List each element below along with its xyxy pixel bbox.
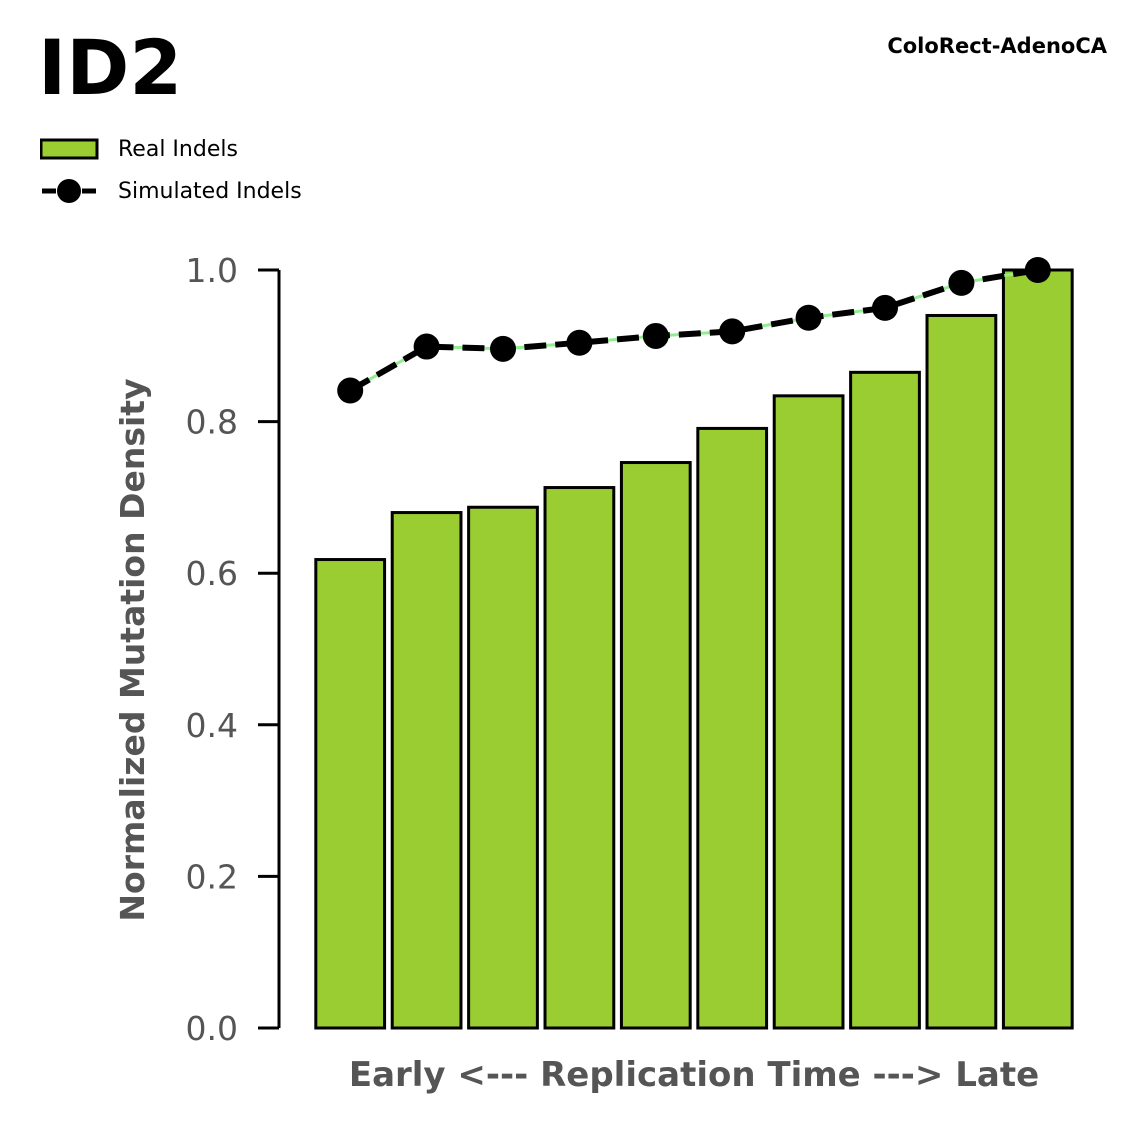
bar-real-indels <box>696 426 769 1030</box>
legend: Real Indels Simulated Indels <box>40 128 302 212</box>
bar-real-indels <box>849 370 921 1030</box>
y-axis-label: Normalized Mutation Density <box>113 378 152 921</box>
bar-real-indels <box>543 486 616 1030</box>
legend-label-simulated: Simulated Indels <box>118 178 302 204</box>
y-tick-label: 1.0 <box>186 251 238 290</box>
simulated-line-group <box>337 257 1051 404</box>
bar-group <box>314 268 1074 1030</box>
simulated-point <box>1024 257 1051 283</box>
legend-line-marker-icon <box>40 176 118 206</box>
y-tick-label: 0.2 <box>186 857 238 896</box>
bar-real-indels <box>1001 268 1074 1030</box>
y-tick-label: 0.0 <box>186 1009 238 1048</box>
simulated-point <box>490 335 516 362</box>
y-tick-label: 0.4 <box>186 706 238 745</box>
y-tick-label: 0.6 <box>186 554 238 593</box>
bar-real-indels <box>925 313 998 1030</box>
simulated-point <box>948 269 975 296</box>
x-axis-label: Early <--- Replication Time ---> Late <box>349 1055 1039 1095</box>
simulated-dashed-line <box>348 267 1039 394</box>
bar-real-indels <box>314 558 387 1030</box>
simulated-point <box>337 377 364 404</box>
simulated-point <box>566 329 593 356</box>
bar-real-indels <box>467 505 539 1030</box>
legend-item-real: Real Indels <box>40 128 302 170</box>
simulated-point <box>719 318 746 345</box>
legend-bar-swatch-icon <box>40 137 118 161</box>
bar-real-indels <box>772 394 845 1030</box>
simulated-point <box>642 322 669 349</box>
simulated-point <box>872 294 898 321</box>
bar-real-indels <box>619 461 692 1030</box>
y-tick-label: 0.8 <box>186 403 238 442</box>
bar-real-indels <box>390 511 463 1030</box>
chart-subtitle: ColoRect-AdenoCA <box>887 34 1107 58</box>
legend-label-real: Real Indels <box>118 136 238 162</box>
simulated-point <box>795 304 822 331</box>
simulated-point <box>413 333 440 360</box>
chart-title: ID2 <box>38 23 183 112</box>
y-axis: 0.0 0.2 0.4 0.6 0.8 1.0 <box>186 251 281 1048</box>
legend-item-simulated: Simulated Indels <box>40 170 302 212</box>
